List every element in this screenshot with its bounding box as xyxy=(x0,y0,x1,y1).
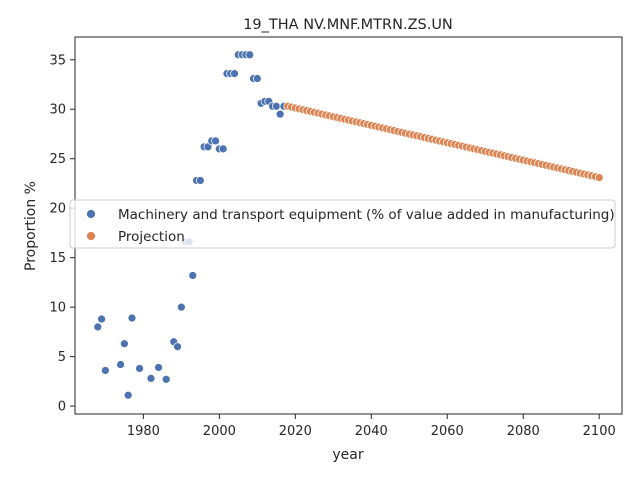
y-tick-label: 30 xyxy=(49,103,66,118)
y-tick-label: 25 xyxy=(49,152,66,167)
data-point xyxy=(97,314,106,324)
x-tick-label: 2040 xyxy=(355,424,388,439)
x-tick-label: 2060 xyxy=(431,424,464,439)
legend-marker-projection xyxy=(86,231,96,241)
data-point xyxy=(93,322,103,332)
legend-label-series-1: Machinery and transport equipment (% of … xyxy=(118,207,615,223)
legend: Machinery and transport equipment (% of … xyxy=(69,199,616,249)
x-tick-label: 2100 xyxy=(583,424,616,439)
data-point xyxy=(211,136,220,146)
data-point xyxy=(252,74,262,83)
data-point xyxy=(245,50,255,60)
data-point xyxy=(161,374,171,384)
data-point xyxy=(173,342,182,352)
chart-title: 19_THA NV.MNF.MTRN.ZS.UN xyxy=(243,17,453,33)
y-tick-label: 0 xyxy=(58,400,66,415)
data-point xyxy=(101,366,110,375)
data-point xyxy=(154,363,163,372)
data-point xyxy=(176,302,186,312)
y-axis: 0 5 10 15 20 25 30 35 xyxy=(49,53,75,415)
y-tick-label: 10 xyxy=(49,301,66,316)
y-tick-label: 15 xyxy=(49,251,66,266)
y-tick-label: 35 xyxy=(49,53,66,68)
x-tick-label: 2020 xyxy=(279,424,312,439)
legend-marker-series-1 xyxy=(86,209,96,219)
legend-box xyxy=(69,199,616,249)
data-point xyxy=(116,360,125,369)
data-point xyxy=(127,313,137,323)
data-point xyxy=(275,109,285,119)
x-tick-label: 2000 xyxy=(203,424,236,439)
x-tick-label: 1980 xyxy=(127,424,160,439)
data-point xyxy=(120,339,129,349)
data-point xyxy=(271,101,281,111)
y-axis-label: Proportion % xyxy=(23,181,39,271)
data-points xyxy=(93,50,604,400)
legend-label-projection: Projection xyxy=(118,229,185,245)
data-point xyxy=(230,69,239,78)
data-point xyxy=(188,271,198,280)
data-point xyxy=(146,374,156,383)
data-point xyxy=(135,364,144,373)
x-tick-label: 2080 xyxy=(507,424,540,439)
projection-point xyxy=(594,173,604,182)
x-axis-label: year xyxy=(332,447,363,463)
x-axis: 1980 2000 2020 2040 2060 2080 2100 xyxy=(127,414,616,439)
data-point xyxy=(123,390,133,400)
data-point xyxy=(218,144,228,154)
y-tick-label: 5 xyxy=(58,350,66,365)
y-tick-label: 20 xyxy=(49,202,66,217)
data-point xyxy=(195,176,205,185)
